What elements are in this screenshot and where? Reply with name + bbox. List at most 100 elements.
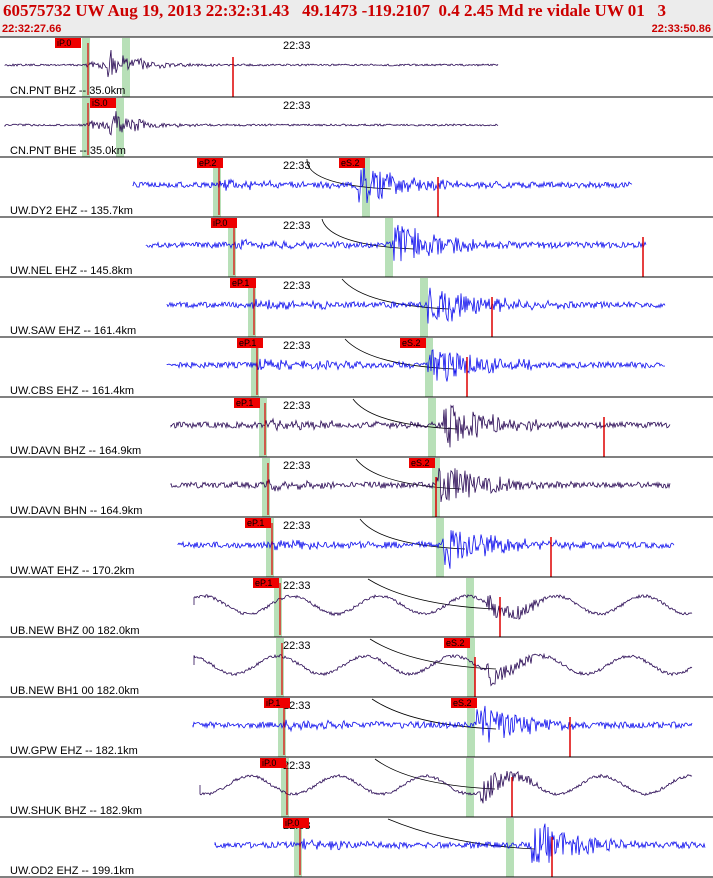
s-pick-box [400, 338, 426, 348]
time-tick-label: 22:33 [283, 280, 311, 292]
s-pick-label: eS.2 [411, 458, 430, 468]
moveout-curve [369, 638, 497, 670]
p-pick-box [264, 698, 290, 708]
s-pick-label: eS.2 [453, 698, 472, 708]
p-pick-label: eP.1 [255, 578, 272, 588]
time-tick-label: 22:33 [283, 760, 311, 772]
s-pick-box [90, 98, 116, 108]
p-window [228, 218, 236, 277]
p-pick-box [230, 278, 256, 288]
p-pick-label: eP.1 [232, 278, 249, 288]
p-window [82, 38, 90, 97]
p-pick-box [283, 818, 309, 828]
p-pick-box [237, 338, 263, 348]
time-tick-label: 22:33 [283, 160, 311, 172]
time-tick-label: 22:33 [283, 580, 311, 592]
start-time: 22:32:27.66 [2, 23, 62, 35]
moveout-curve [321, 218, 415, 250]
time-tick-label: 22:33 [283, 220, 311, 232]
p-window [276, 638, 284, 697]
moveout-curve [374, 758, 496, 790]
station-label: UW.OD2 EHZ -- 199.1km [10, 865, 134, 877]
waveform [4, 111, 499, 136]
waveform [199, 770, 693, 804]
end-time: 22:33:50.86 [651, 23, 711, 35]
p-pick-label: iP.1 [266, 698, 280, 708]
time-tick-label: 22:33 [283, 520, 311, 532]
waveform [132, 163, 633, 204]
time-tick-label: 22:33 [283, 640, 311, 652]
p-window [82, 98, 90, 157]
station-label: UW.CBS EHZ -- 161.4km [10, 385, 134, 397]
waveform [166, 287, 666, 324]
p-window [274, 578, 282, 637]
station-label: UW.NEL EHZ -- 145.8km [10, 265, 132, 277]
moveout-curve [359, 518, 466, 550]
p-window [294, 818, 302, 877]
waveform [193, 652, 693, 687]
p-pick-box [234, 398, 260, 408]
moveout-curve [387, 818, 536, 850]
station-label: UW.SHUK BHZ -- 182.9km [10, 805, 142, 817]
station-label: UW.DY2 EHZ -- 135.7km [10, 205, 133, 217]
waveform [193, 594, 693, 620]
p-pick-label: eP.1 [236, 398, 253, 408]
p-window [248, 278, 256, 337]
p-pick-box [197, 158, 223, 168]
waveform [177, 530, 675, 569]
s-pick-box [409, 458, 435, 468]
p-pick-box [260, 758, 286, 768]
p-pick-label: eP.2 [199, 158, 216, 168]
station-label: UW.WAT EHZ -- 170.2km [10, 565, 134, 577]
waveform [214, 823, 706, 863]
station-label: CN.PNT BHE -- 35.0km [10, 145, 126, 157]
station-label: UW.SAW EHZ -- 161.4km [10, 325, 136, 337]
moveout-curve [355, 458, 462, 490]
time-tick-label: 22:33 [283, 340, 311, 352]
waveform [170, 404, 671, 448]
p-pick-label: iP.0 [213, 218, 227, 228]
p-window [259, 398, 267, 457]
s-pick-label: eS.2 [341, 158, 360, 168]
station-label: CN.PNT BHZ -- 35.0km [10, 85, 125, 97]
moveout-curve [367, 578, 496, 610]
station-label: UW.GPW EHZ -- 182.1km [10, 745, 138, 757]
station-label: UB.NEW BH1 00 182.0km [10, 685, 139, 697]
p-pick-label: iP.0 [262, 758, 276, 768]
station-label: UB.NEW BHZ 00 182.0km [10, 625, 140, 637]
p-pick-label: iP.0 [285, 818, 299, 828]
waveform [4, 49, 499, 78]
p-pick-label: iP.0 [57, 38, 71, 48]
s-pick-box [339, 158, 365, 168]
p-window [251, 338, 259, 397]
s-pick-label: eS.2 [402, 338, 421, 348]
p-pick-box [253, 578, 279, 588]
p-window [213, 158, 221, 217]
waveform [166, 349, 666, 382]
waveform [192, 705, 693, 743]
station-label: UW.DAVN BHN -- 164.9km [10, 505, 142, 517]
time-tick-label: 22:33 [283, 100, 311, 112]
p-pick-label: eP.1 [239, 338, 256, 348]
s-pick-box [444, 638, 470, 648]
moveout-curve [371, 698, 497, 730]
time-tick-label: 22:33 [283, 40, 311, 52]
s-pick-label: iS.0 [92, 98, 108, 108]
s-window [122, 38, 130, 97]
p-pick-box [55, 38, 81, 48]
p-pick-label: eP.1 [247, 518, 264, 528]
station-label: UW.DAVN BHZ -- 164.9km [10, 445, 141, 457]
s-pick-box [451, 698, 477, 708]
waveform [170, 467, 671, 503]
event-title: 60575732 UW Aug 19, 2013 22:32:31.43 49.… [3, 1, 667, 20]
waveform [145, 224, 647, 262]
p-pick-box [245, 518, 271, 528]
p-pick-box [211, 218, 237, 228]
p-window [262, 458, 270, 517]
p-window [281, 758, 289, 817]
time-tick-label: 22:33 [283, 460, 311, 472]
header-bar: 60575732 UW Aug 19, 2013 22:32:31.43 49.… [0, 0, 713, 37]
s-pick-label: eS.2 [446, 638, 465, 648]
time-tick-label: 22:33 [283, 400, 311, 412]
